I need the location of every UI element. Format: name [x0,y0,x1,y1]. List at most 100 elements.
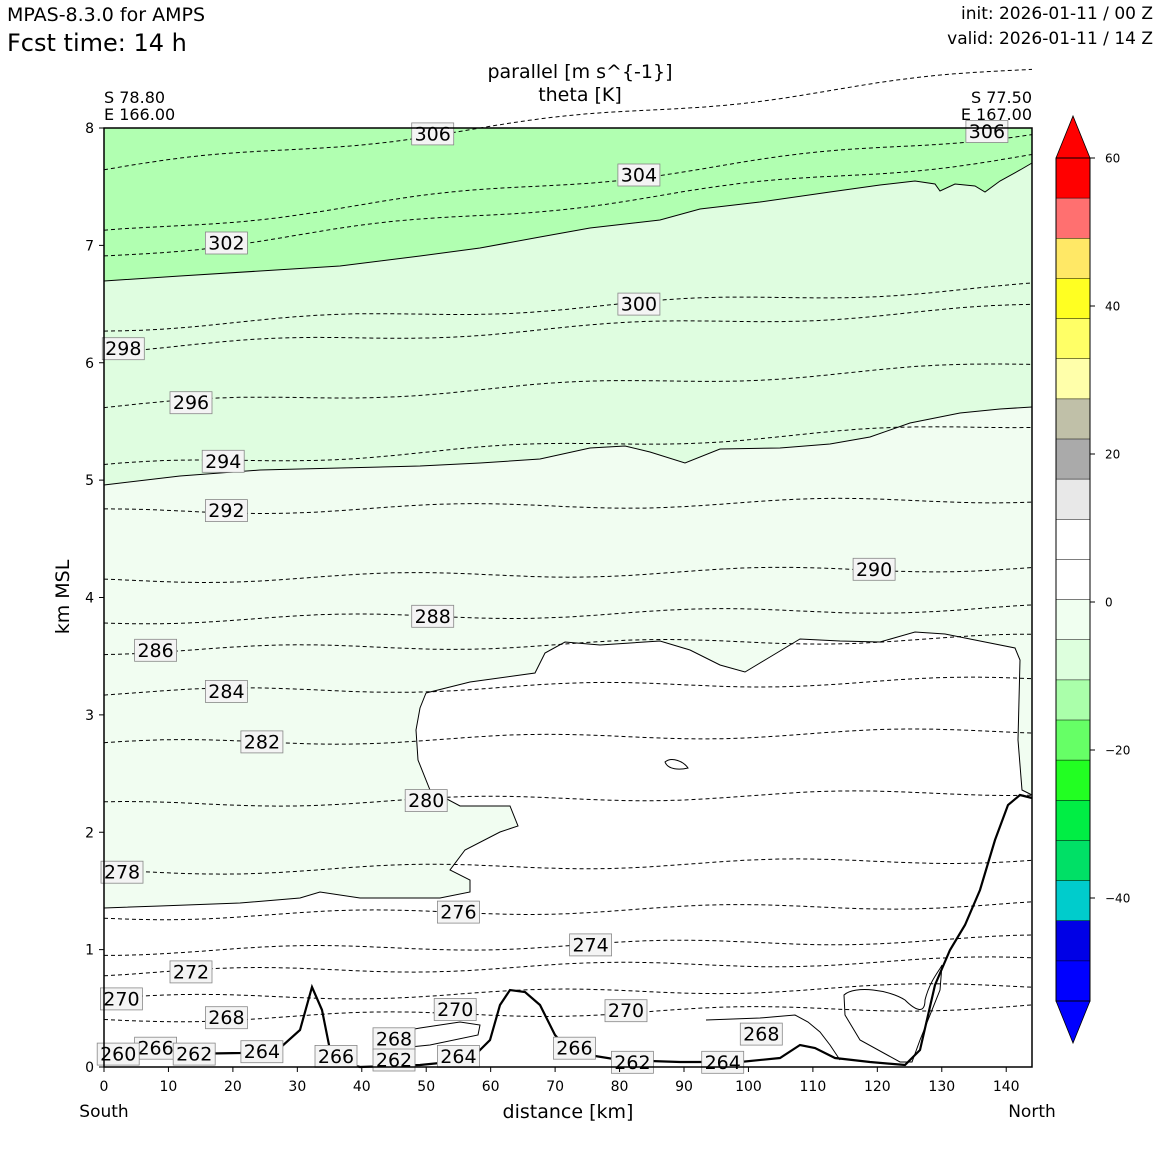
theta-label-text: 264 [705,1052,741,1074]
end-side-label: North [1008,1102,1056,1122]
theta-label: 272 [169,960,213,983]
y-tick-label: 4 [85,591,94,607]
theta-label-text: 290 [856,559,892,581]
theta-label: 278 [100,860,144,884]
theta-label: 264 [701,1050,745,1074]
x-tick-label: 100 [735,1079,762,1095]
y-tick-label: 0 [85,1060,94,1076]
colorbar-segment [1055,238,1091,280]
y-axis: 0 1 2 3 4 5 6 7 8 [85,121,104,1076]
start-side-label: South [79,1102,128,1122]
x-tick-label: 110 [800,1079,827,1095]
theta-label-text: 264 [440,1046,476,1068]
fill-contour-lines [103,162,1033,1063]
theta-label-text: 284 [208,681,244,703]
theta-label-text: 286 [137,640,173,662]
theta-label-text: 274 [572,934,608,956]
theta-label-text: 270 [437,999,473,1021]
colorbar-segment [1055,800,1091,842]
theta-label: 296 [169,391,213,414]
theta-line-296 [103,363,1033,409]
theta-line-278 [103,858,1033,875]
theta-label-text: 294 [205,451,241,473]
x-tick-label: 70 [546,1079,564,1095]
y-tick-label: 2 [85,825,94,841]
theta-label-text: 306 [969,121,1005,143]
colorbar-segment [1055,358,1091,400]
theta-label: 284 [204,680,248,703]
theta-label: 286 [134,638,178,662]
theta-label: 288 [411,604,455,628]
theta-label-text: 260 [100,1044,136,1066]
theta-line-300 [103,282,1033,332]
theta-label-text: 280 [408,790,444,812]
y-tick-label: 1 [85,943,94,959]
theta-label: 266 [553,1036,596,1060]
x-tick-label: 130 [928,1079,955,1095]
y-tick-label: 7 [85,238,94,254]
x-tick-label: 30 [288,1079,306,1095]
theta-line-284 [103,676,1033,696]
colorbar-segment [1055,157,1091,199]
theta-line-306 [103,68,1033,171]
colorbar-segment [1055,398,1091,440]
plot-area [104,128,1032,1067]
theta-label: 290 [852,557,896,581]
theta-label: 306 [965,120,1009,143]
theta-label-text: 306 [415,123,451,145]
colorbar-extend-bottom [1055,1000,1091,1045]
x-axis-label: distance [km] [503,1101,634,1123]
y-tick-label: 6 [85,356,94,372]
colorbar-frame [1055,157,1091,1002]
theta-label-text: 266 [318,1046,354,1068]
colorbar-segment [1055,719,1091,761]
theta-label: 304 [617,163,661,187]
theta-label: 270 [100,987,143,1010]
theta-label-text: 266 [556,1038,592,1060]
theta-label-text: 304 [621,165,657,187]
colorbar-segment [1055,599,1091,641]
theta-label: 292 [204,499,248,522]
x-tick-label: 140 [993,1079,1020,1095]
theta-line-272 [103,956,1033,977]
start-lat: S 78.80 [104,88,165,107]
end-lon: E 167.00 [961,105,1032,124]
chart-title-line2: theta [K] [538,84,622,106]
theta-line-302 [103,154,1033,257]
theta-label-text: 262 [376,1050,412,1072]
colorbar-segment [1055,278,1091,320]
theta-label-text: 264 [244,1041,280,1063]
theta-line-274 [103,934,1033,956]
start-lon: E 166.00 [104,105,175,124]
theta-label: 266 [314,1045,358,1068]
theta-line-294 [103,426,1033,465]
theta-label-text: 262 [176,1044,212,1066]
theta-label: 268 [739,1022,783,1046]
theta-label-text: 268 [743,1024,779,1046]
colorbar-tick-label: 40 [1105,300,1120,314]
x-axis: 0 10 20 30 40 50 60 70 80 90 100 110 120 130 140 [100,1067,1020,1095]
colorbar-segment [1055,639,1091,681]
theta-label: 260 [96,1042,140,1066]
theta-label-text: 296 [173,392,209,414]
theta-label-text: 262 [614,1052,650,1074]
theta-label-text: 266 [137,1038,173,1060]
theta-label: 266 [134,1036,178,1060]
theta-label-text: 302 [208,233,244,255]
theta-label-text: 298 [105,338,141,360]
fill-white-region [104,632,1032,1067]
theta-label: 302 [204,231,248,255]
theta-label: 300 [617,292,661,316]
colorbar-segment [1055,840,1091,882]
theta-label-text: 278 [104,862,140,884]
end-lat: S 77.50 [971,88,1032,107]
theta-label: 306 [411,122,455,145]
x-tick-label: 10 [160,1079,178,1095]
colorbar-segment [1055,880,1091,922]
theta-label: 264 [240,1040,284,1063]
theta-line-286 [103,633,1033,656]
theta-label: 262 [172,1042,216,1066]
x-tick-label: 60 [482,1079,500,1095]
colorbar-tick-label: 60 [1105,152,1120,166]
